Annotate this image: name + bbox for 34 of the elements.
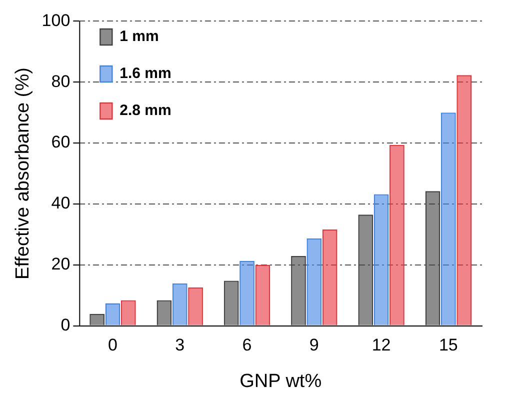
x-tick-label: 0 <box>108 336 118 355</box>
x-tick-label: 15 <box>438 336 458 355</box>
bar <box>456 75 472 326</box>
bar <box>440 112 456 326</box>
x-tick-label: 6 <box>242 336 252 355</box>
bar <box>291 256 306 326</box>
y-tick-label: 100 <box>42 10 70 30</box>
bar <box>172 283 188 326</box>
bar <box>390 144 404 326</box>
bar <box>374 194 389 326</box>
x-tick-label: 3 <box>175 336 185 355</box>
legend-label: 1.6 mm <box>120 65 172 82</box>
bar <box>240 260 254 326</box>
legend-label: 1 mm <box>120 28 159 46</box>
x-axis-title: GNP wt% <box>240 370 322 392</box>
y-tick-label: 40 <box>51 194 70 213</box>
bar <box>322 230 338 326</box>
bar <box>156 300 172 326</box>
bar <box>224 280 239 326</box>
y-tick-label: 20 <box>51 254 70 274</box>
legend-label: 2.8 mm <box>120 102 172 120</box>
bar <box>358 214 374 326</box>
bar <box>188 287 203 326</box>
bar <box>105 303 120 326</box>
bar <box>120 300 136 326</box>
y-tick-label: 0 <box>60 315 70 334</box>
x-tick-label: 12 <box>372 336 391 355</box>
y-axis-title: Effective absorbance (%) <box>12 68 34 280</box>
bar <box>255 264 270 326</box>
bar <box>306 238 322 326</box>
y-tick-label: 60 <box>51 132 70 152</box>
x-tick-label: 9 <box>309 336 319 355</box>
bar <box>425 191 440 326</box>
y-tick-label: 80 <box>51 72 70 91</box>
